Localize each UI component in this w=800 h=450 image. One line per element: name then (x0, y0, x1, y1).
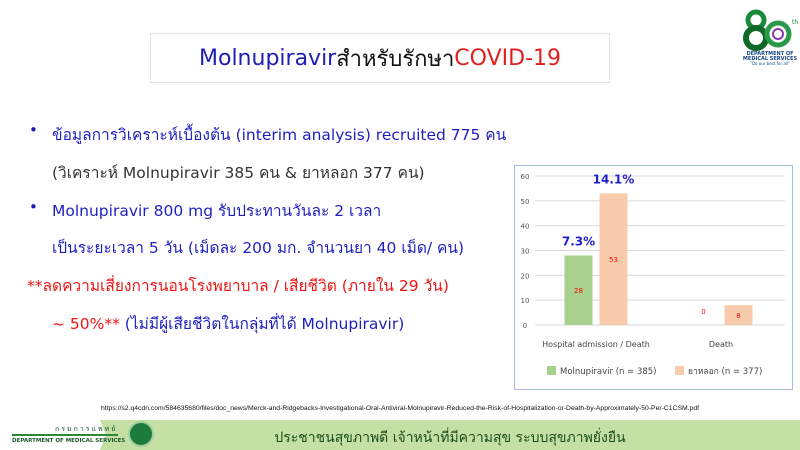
bar-chart: 0 10 20 30 40 50 60 Hospital admission / Death 2… (514, 165, 793, 390)
reduction-value: ~ 50%** (52, 315, 120, 333)
y-tick-label: 10 (521, 297, 530, 305)
legend-swatch (547, 366, 556, 375)
dept-name-thai: กรมการแพทย์ (55, 425, 118, 433)
svg-text:DEPARTMENT OF: DEPARTMENT OF (746, 51, 793, 57)
dept-name-en: DEPARTMENT OF MEDICAL SERVICES (12, 438, 126, 444)
data-label: 0 (701, 308, 705, 316)
body-line-2: (วิเคราะห์ Molnupiravir 385 คน & ยาหลอก … (52, 164, 425, 182)
data-label: 28 (574, 287, 583, 295)
y-tick-label: 50 (521, 198, 530, 206)
legend-swatch (675, 366, 684, 375)
svg-text:th: th (792, 19, 798, 26)
bar (724, 305, 753, 325)
dept-seal-icon (128, 421, 154, 447)
y-tick-label: 0 (523, 322, 527, 330)
body-line-6: ~ 50%** (ไม่มีผู้เสียชีวิตในกลุ่มที่ได้ … (52, 311, 404, 336)
y-tick-label: 40 (521, 223, 530, 231)
data-label: 53 (609, 256, 618, 264)
percent-annotation: 14.1% (593, 172, 635, 186)
title-thai: สำหรับรักษา (336, 46, 455, 72)
percent-annotation: 7.3% (562, 234, 595, 248)
svg-text:"Do our best for all": "Do our best for all" (750, 61, 790, 66)
bar (564, 255, 593, 325)
anniversary-80-logo: th DEPARTMENT OF MEDICAL SERVICES "Do ou… (743, 9, 798, 66)
slide-title: Molnupiravir สำหรับรักษา COVID-19 (150, 33, 610, 83)
title-covid: COVID-19 (454, 45, 561, 71)
footer-slogan-band (100, 420, 800, 450)
bullet-1: • (29, 121, 38, 139)
data-label: 8 (736, 312, 740, 320)
y-tick-label: 60 (521, 173, 530, 181)
legend-label: ยาหลอก (n = 377) (688, 367, 762, 377)
body-line-3: Molnupiravir 800 mg รับประทานวันละ 2 เวล… (52, 202, 382, 220)
no-death-note: (ไม่มีผู้เสียชีวิตในกลุ่มที่ได้ Molnupir… (119, 315, 405, 333)
x-category-label: Hospital admission / Death (542, 340, 650, 349)
footer-slogan: ประชาชนสุขภาพดี เจ้าหน้าที่มีความสุข ระบ… (274, 430, 626, 446)
source-url[interactable]: https://s2.q4cdn.com/584635680/files/doc… (101, 405, 699, 412)
svg-text:MEDICAL SERVICES: MEDICAL SERVICES (743, 56, 798, 62)
body-line-5: **ลดความเสี่ยงการนอนโรงพยาบาล / เสียชีวิ… (27, 277, 449, 295)
title-drug: Molnupiravir (199, 45, 337, 71)
divider (12, 434, 118, 436)
bar (599, 193, 628, 325)
y-tick-label: 20 (521, 272, 530, 280)
chart-svg: 0 10 20 30 40 50 60 Hospital admission / Death 2… (521, 172, 785, 377)
legend-label: Molnupiravir (n = 385) (560, 367, 657, 377)
bullet-2: • (29, 198, 38, 216)
x-category-label: Death (709, 340, 733, 349)
body-line-4: เป็นระยะเวลา 5 วัน (เม็ดละ 200 มก. จำนวน… (52, 239, 465, 257)
y-tick-label: 30 (521, 248, 530, 256)
body-line-1: ข้อมูลการวิเคราะห์เบื้องต้น (interim ana… (52, 126, 507, 144)
footer-bar: ประชาชนสุขภาพดี เจ้าหน้าที่มีความสุข ระบ… (0, 420, 800, 450)
